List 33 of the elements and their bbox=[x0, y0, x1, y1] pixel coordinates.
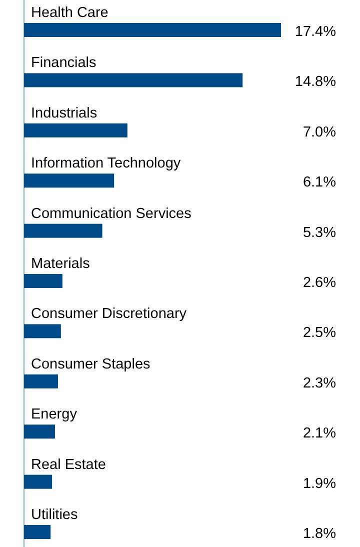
y-tick-label: Information Technology bbox=[31, 156, 182, 172]
y-tick-label: Industrials bbox=[31, 105, 98, 122]
data-label: 17.4% bbox=[294, 24, 336, 40]
bar bbox=[24, 123, 128, 138]
data-label: 6.1% bbox=[302, 174, 336, 191]
y-tick-label: Energy bbox=[31, 406, 78, 423]
bar bbox=[24, 474, 52, 489]
data-label: 1.9% bbox=[302, 476, 336, 492]
data-label: 1.8% bbox=[302, 526, 336, 542]
y-tick-label: Health Care bbox=[31, 5, 108, 21]
data-label: 2.5% bbox=[302, 325, 336, 342]
y-tick-label: Consumer Staples bbox=[31, 356, 150, 372]
data-label: 5.3% bbox=[302, 224, 336, 241]
y-tick-label: Financials bbox=[31, 55, 96, 72]
data-label: 2.6% bbox=[302, 275, 336, 291]
data-label: 2.1% bbox=[302, 426, 336, 442]
y-tick-label: Communication Services bbox=[31, 206, 192, 222]
y-tick-label: Utilities bbox=[31, 507, 78, 523]
bar bbox=[24, 525, 51, 539]
bar bbox=[24, 424, 56, 439]
bar bbox=[24, 274, 62, 288]
y-tick-label: Consumer Discretionary bbox=[31, 306, 188, 322]
bar bbox=[24, 324, 61, 338]
bar bbox=[24, 174, 114, 188]
data-label: 2.3% bbox=[302, 375, 336, 392]
bar bbox=[24, 224, 102, 238]
bar bbox=[24, 374, 58, 388]
y-tick-label: Real Estate bbox=[31, 456, 106, 473]
bar bbox=[24, 73, 243, 88]
data-label: 14.8% bbox=[294, 74, 336, 90]
y-tick-label: Materials bbox=[31, 256, 90, 272]
data-label: 7.0% bbox=[302, 124, 336, 140]
bar bbox=[24, 23, 281, 37]
